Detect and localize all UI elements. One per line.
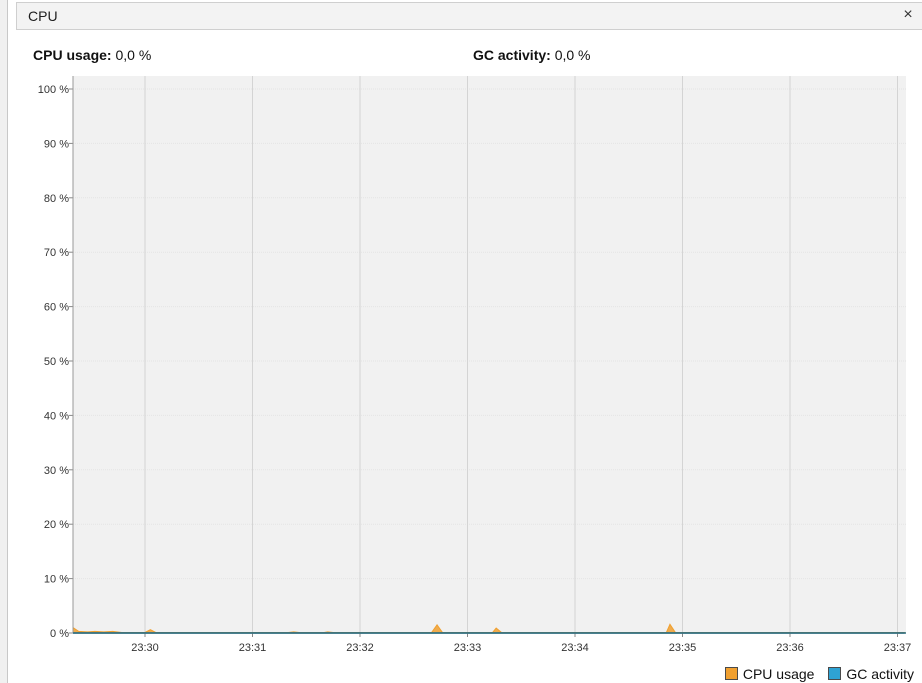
y-tick-label: 70 %: [44, 247, 69, 259]
x-tick-label: 23:33: [454, 642, 482, 654]
legend-item-cpu[interactable]: CPU usage: [724, 666, 815, 683]
x-tick-label: 23:31: [239, 642, 267, 654]
y-tick-label: 80 %: [44, 193, 69, 205]
cpu-usage-value: 0,0 %: [115, 47, 152, 63]
gc-activity-label: GC activity:: [473, 47, 551, 63]
left-panel-border: [0, 0, 8, 683]
y-tick-label: 100 %: [38, 84, 69, 96]
y-tick-label: 10 %: [44, 574, 69, 586]
gc-activity-stat: GC activity: 0,0 %: [473, 47, 591, 63]
cpu-usage-stat: CPU usage: 0,0 %: [33, 47, 151, 63]
x-tick-label: 23:36: [776, 642, 804, 654]
y-tick-label: 60 %: [44, 302, 69, 314]
y-tick-label: 20 %: [44, 519, 69, 531]
y-tick-label: 40 %: [44, 410, 69, 422]
y-tick-label: 90 %: [44, 138, 69, 150]
cpu-usage-label: CPU usage:: [33, 47, 112, 63]
legend-label-gc: GC activity: [846, 666, 914, 683]
x-tick-label: 23:34: [561, 642, 589, 654]
legend-label-cpu: CPU usage: [742, 666, 815, 683]
chart-legend: CPU usage GC activity: [715, 665, 914, 682]
y-tick-label: 50 %: [44, 356, 69, 368]
x-tick-label: 23:37: [884, 642, 912, 654]
close-icon[interactable]: ×: [903, 6, 913, 23]
cpu-chart: 0 % 10 % 20 % 30 % 40 % 50 % 60 % 70 % 80 % 90 % 1…: [38, 76, 911, 654]
plot-background: [73, 76, 906, 633]
legend-item-gc[interactable]: GC activity: [828, 666, 914, 682]
panel-title: CPU: [28, 8, 58, 24]
axis-layer: 0 % 10 % 20 % 30 % 40 % 50 % 60 % 70 % 80 % 90 % 1…: [38, 76, 911, 654]
x-tick-label: 23:35: [669, 642, 697, 654]
cpu-tab-header[interactable]: CPU ×: [16, 2, 922, 30]
x-tick-label: 23:32: [346, 642, 374, 654]
y-tick-label: 30 %: [44, 465, 69, 477]
x-tick-label: 23:30: [131, 642, 159, 654]
gc-activity-value: 0,0 %: [554, 47, 591, 63]
grid-layer: [73, 76, 906, 633]
legend-swatch-cpu: [724, 667, 738, 681]
legend-swatch-gc: [828, 667, 842, 681]
y-tick-label: 0 %: [50, 628, 69, 640]
